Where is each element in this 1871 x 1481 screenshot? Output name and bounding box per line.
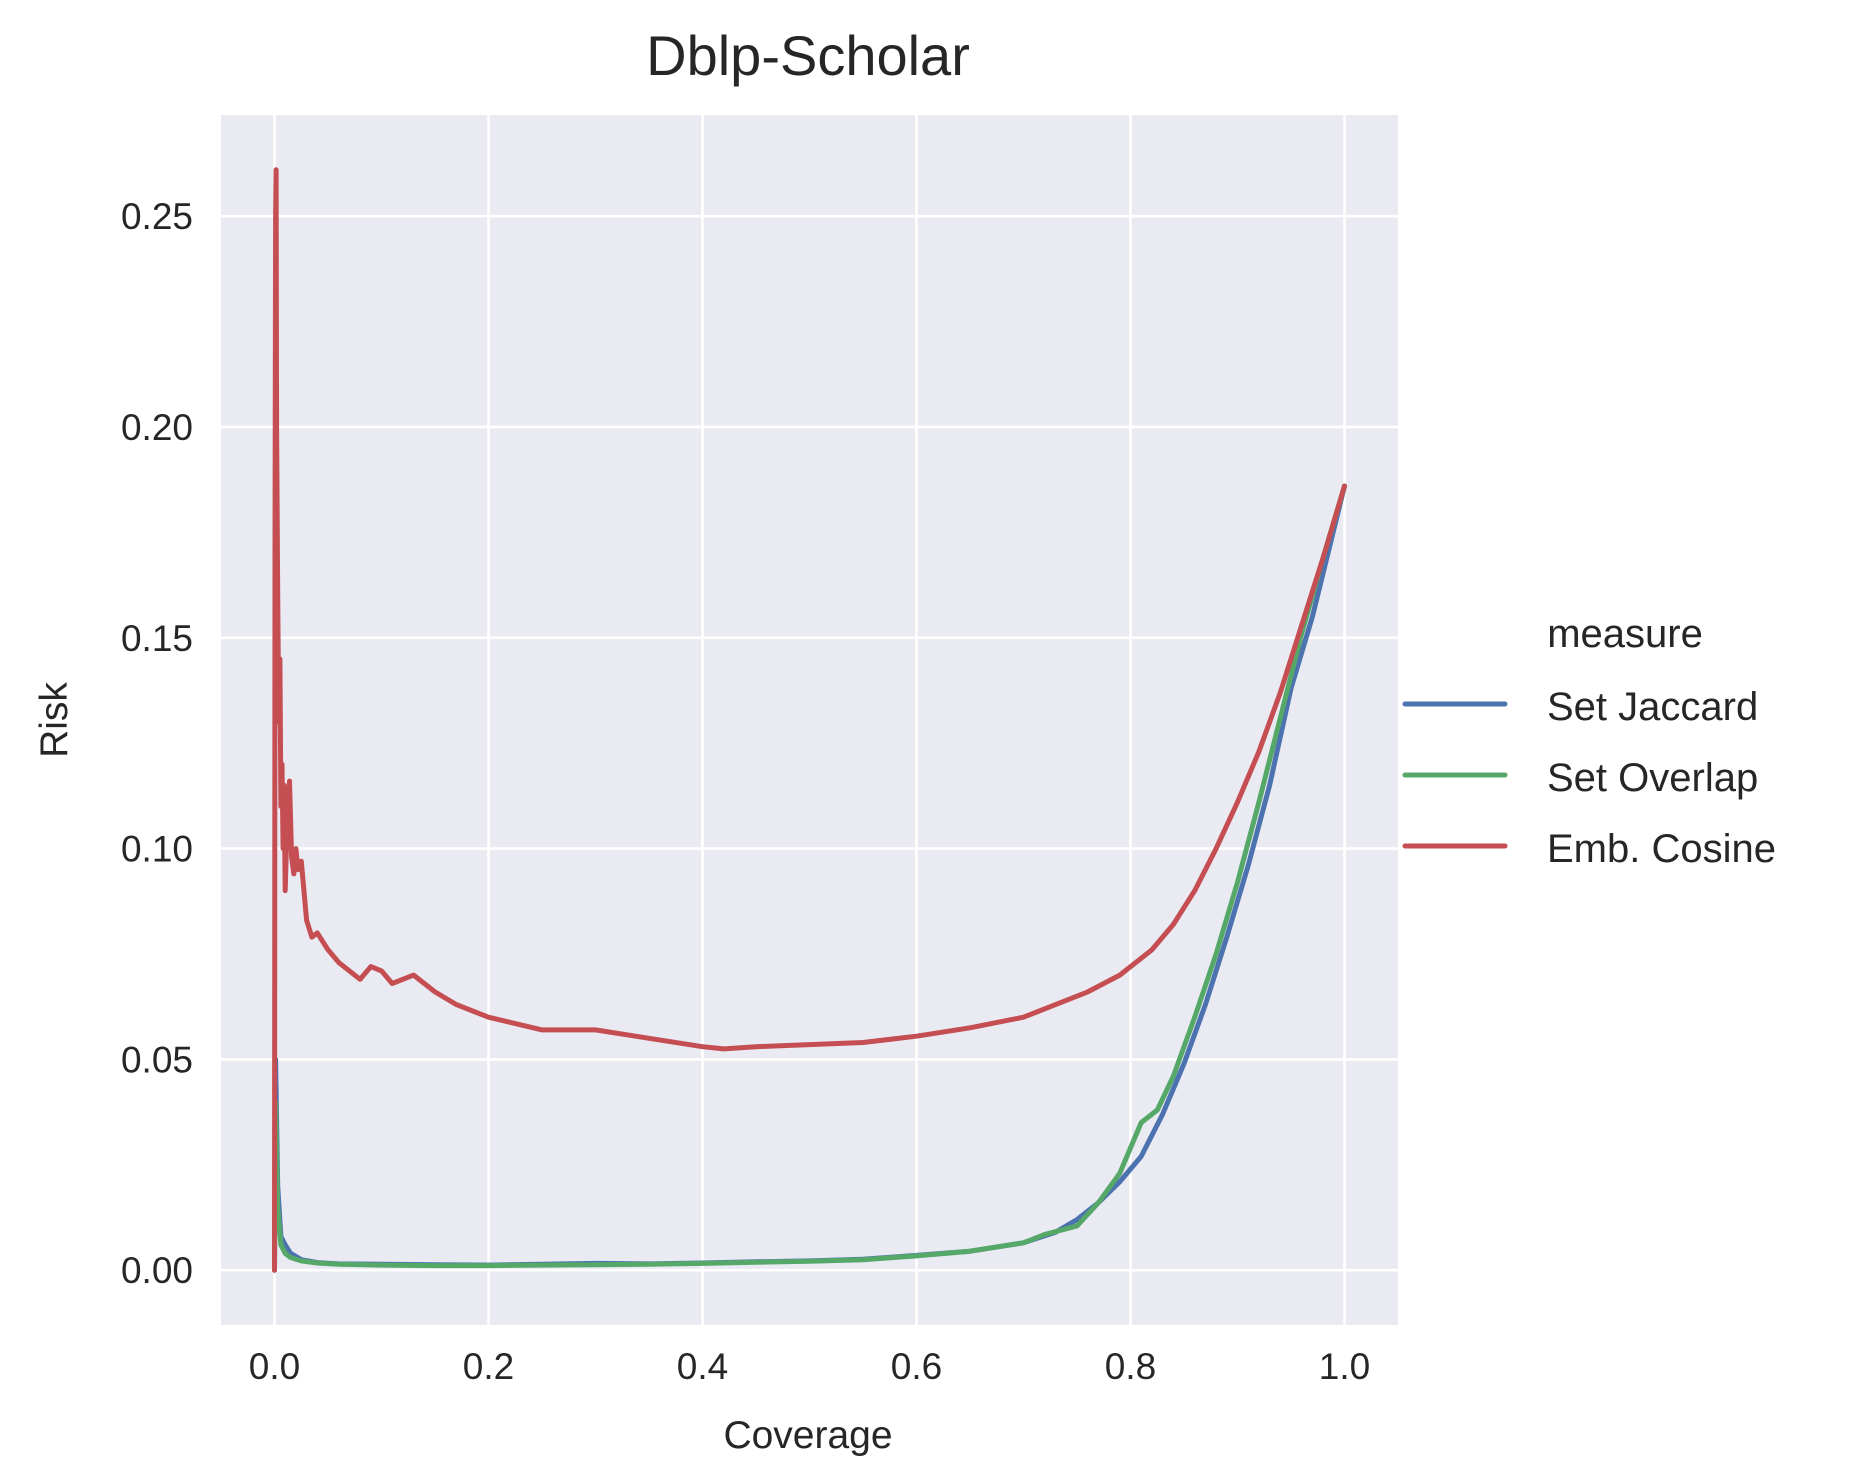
legend-label-set-overlap: Set Overlap	[1547, 756, 1758, 800]
y-tick-label: 0.20	[121, 407, 193, 448]
y-tick-label: 0.05	[121, 1039, 193, 1080]
chart-title: Dblp-Scholar	[646, 24, 970, 87]
legend-label-emb-cosine: Emb. Cosine	[1547, 827, 1776, 871]
y-axis-title: Risk	[33, 682, 76, 758]
x-tick-label: 0.8	[1105, 1346, 1156, 1387]
legend-title: measure	[1547, 612, 1703, 656]
grid-lines	[221, 115, 1398, 1325]
legend-items: Set Jaccard Set Overlap Emb. Cosine	[1402, 685, 1776, 871]
y-tick-label: 0.15	[121, 618, 193, 659]
plot-area	[221, 115, 1398, 1325]
series-line-set-overlap	[272, 483, 1347, 1273]
x-axis-title: Coverage	[723, 1414, 892, 1457]
y-tick-label: 0.10	[121, 829, 193, 870]
legend: measure Set Jaccard Set Overlap Emb. Cosin…	[1402, 612, 1776, 871]
x-tick-label: 0.6	[891, 1346, 942, 1387]
y-tick-labels: 0.00 0.05 0.10 0.15 0.20 0.25	[121, 196, 193, 1291]
x-tick-label: 0.0	[249, 1346, 300, 1387]
x-tick-label: 0.2	[463, 1346, 514, 1387]
x-tick-label: 1.0	[1319, 1346, 1370, 1387]
x-tick-labels: 0.0 0.2 0.4 0.6 0.8 1.0	[249, 1346, 1370, 1387]
legend-label-set-jaccard: Set Jaccard	[1547, 685, 1758, 729]
series-line-emb-cosine	[272, 167, 1347, 1273]
plot-background	[221, 115, 1398, 1325]
y-tick-label: 0.00	[121, 1250, 193, 1291]
series-lines	[272, 167, 1347, 1273]
y-tick-label: 0.25	[121, 196, 193, 237]
x-tick-label: 0.4	[677, 1346, 728, 1387]
